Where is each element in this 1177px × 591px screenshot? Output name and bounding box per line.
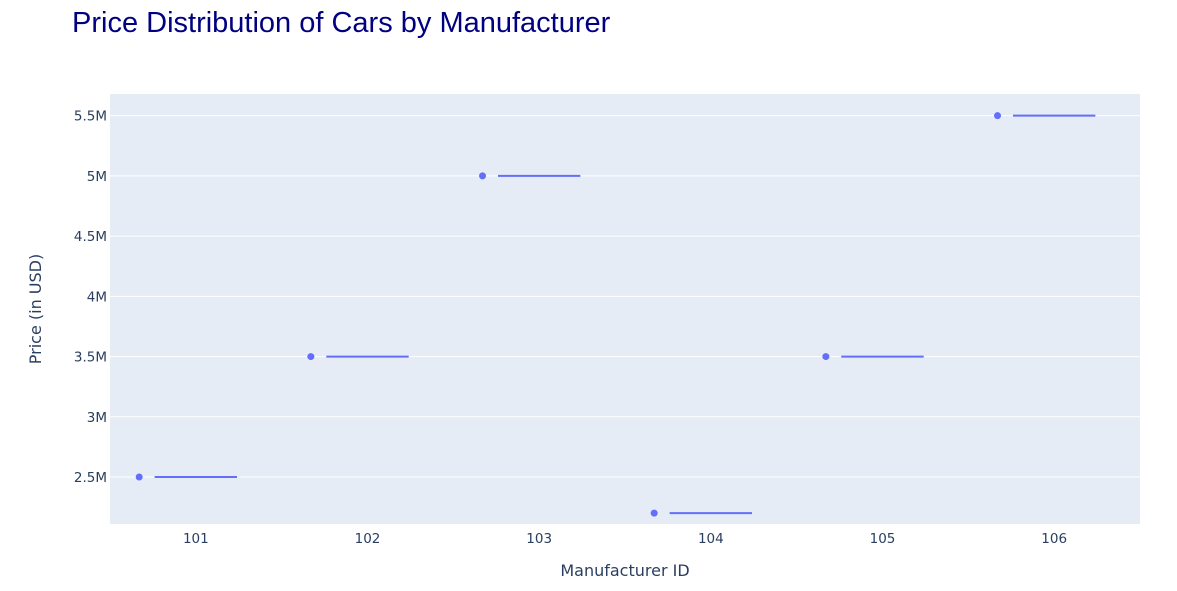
y-tick-label: 5M (87, 169, 107, 185)
data-point-101 (135, 473, 143, 481)
x-axis-ticks: 101 102 103 104 105 106 (183, 531, 1067, 547)
x-tick-label: 105 (870, 531, 896, 547)
x-axis-label: Manufacturer ID (560, 561, 689, 580)
gridlines (110, 115, 1140, 478)
data-marks (135, 112, 1096, 517)
data-point-102 (307, 353, 315, 361)
y-tick-label: 3.5M (74, 350, 107, 366)
y-tick-label: 3M (87, 410, 107, 426)
y-tick-label: 4M (87, 289, 107, 305)
x-tick-label: 103 (526, 531, 552, 547)
data-point-106 (994, 112, 1002, 120)
y-tick-label: 4.5M (74, 229, 107, 245)
y-axis-ticks: 2.5M 3M 3.5M 4M 4.5M 5M 5.5M (74, 109, 107, 486)
x-tick-label: 101 (183, 531, 209, 547)
x-tick-label: 104 (698, 531, 724, 547)
data-point-105 (822, 353, 830, 361)
y-tick-label: 5.5M (74, 109, 107, 125)
y-axis-label: Price (in USD) (26, 254, 45, 364)
y-tick-label: 2.5M (74, 470, 107, 486)
x-tick-label: 102 (355, 531, 381, 547)
data-point-103 (479, 172, 487, 180)
x-tick-label: 106 (1041, 531, 1067, 547)
data-point-104 (650, 509, 658, 517)
chart-title: Price Distribution of Cars by Manufactur… (72, 7, 611, 39)
plot-area (110, 94, 1140, 524)
